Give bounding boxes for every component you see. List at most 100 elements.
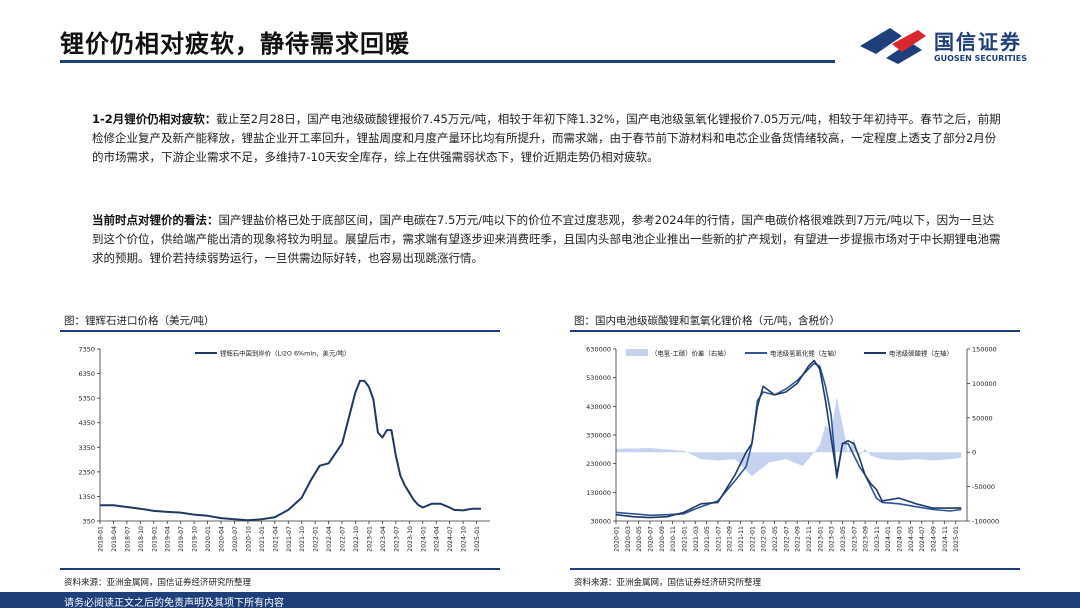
y-tick-label: 330000 (586, 432, 611, 440)
page-title: 锂价仍相对疲软，静待需求回暖 (60, 30, 410, 58)
x-tick-label: 2024-07 (919, 526, 926, 552)
x-tick-label: 2022-11 (806, 526, 813, 552)
x-tick-label: 2020-01 (614, 526, 621, 552)
x-tick-label: 2020-04 (219, 526, 226, 552)
lithium-salt-price-chart: 30000 130000 230000 330000 430000 530000 63000… (586, 346, 999, 552)
x-tick-label: 2021-11 (738, 526, 745, 552)
logo-mark-icon (860, 28, 926, 64)
x-tick-label: 2023-03 (829, 526, 836, 552)
x-tick-label: 2020-10 (245, 526, 252, 552)
x-tick-label: 2020-07 (648, 526, 655, 552)
x-tick-label: 2023-01 (817, 526, 824, 552)
x-tick-label: 2025-01 (953, 526, 960, 552)
legend-label: （电氢-工碳）价差（右轴） (651, 349, 730, 358)
y-tick-label: 530000 (586, 374, 611, 382)
x-tick-label: 2022-03 (761, 526, 768, 552)
y2-tick-label: 150000 (972, 346, 997, 354)
logo-text-cn: 国信证券 (934, 30, 1022, 54)
paragraph-outlook: 当前时点对锂价的看法：国产锂盐价格已处于底部区间，国产电碳在7.5万元/吨以下的… (92, 211, 1002, 268)
x-tick-label: 2023-04 (380, 526, 387, 552)
x-tick-label: 2019-07 (178, 526, 185, 552)
y-tick-label: 4350 (78, 419, 95, 427)
x-tick-label: 2025-01 (474, 526, 481, 552)
x-tick-label: 2020-07 (232, 526, 239, 552)
x-tick-label: 2023-11 (874, 526, 881, 552)
y-tick-label: 630000 (586, 346, 611, 354)
x-tick-label: 2018-10 (138, 526, 145, 552)
x-tick-label: 2021-01 (681, 526, 688, 552)
series-line-1 (615, 362, 962, 517)
footer-disclaimer: 请务必阅读正文之后的免责声明及其项下所有内容 (64, 598, 284, 609)
x-tick-label: 2020-11 (670, 526, 677, 552)
x-tick-label: 2023-01 (367, 526, 374, 552)
company-logo: 国信证券 GUOSEN SECURITIES (858, 24, 1038, 66)
y-tick-label: 2350 (78, 468, 95, 476)
x-tick-label: 2021-07 (715, 526, 722, 552)
x-tick-label: 2021-01 (259, 526, 266, 552)
series-area-spread (616, 397, 962, 477)
title-underline (60, 60, 835, 63)
x-tick-label: 2021-07 (286, 526, 293, 552)
paragraph-lead: 1-2月锂价仍相对疲软： (92, 112, 217, 126)
left-chart-source: 资料来源：亚洲金属网，国信证券经济研究所整理 (64, 578, 252, 588)
y2-tick-label: 100000 (972, 380, 997, 388)
y-tick-label: 5350 (78, 395, 95, 403)
x-tick-label: 2022-05 (772, 526, 779, 552)
x-tick-label: 2021-03 (693, 526, 700, 552)
y-tick-label: 30000 (590, 518, 611, 526)
paragraph-body: 国产锂盐价格已处于底部区间，国产电碳在7.5万元/吨以下的价位不宜过度悲观，参考… (92, 213, 1001, 265)
x-tick-label: 2018-01 (98, 526, 105, 552)
y2-tick-label: -50000 (972, 483, 995, 491)
y-tick-label: 430000 (586, 403, 611, 411)
y-tick-label: 6350 (78, 370, 95, 378)
y2-tick-label: 0 (972, 449, 976, 457)
right-chart-source: 资料来源：亚洲金属网，国信证券经济研究所整理 (574, 578, 762, 588)
y-tick-label: 1350 (78, 493, 95, 501)
logo-text-en: GUOSEN SECURITIES (934, 54, 1027, 63)
paragraph-body: 截止至2月28日，国产电池级碳酸锂报价7.45万元/吨，相较于年初下降1.32%… (92, 112, 1001, 164)
x-tick-label: 2021-04 (272, 526, 279, 552)
x-tick-label: 2019-10 (192, 526, 199, 552)
x-tick-label: 2024-03 (897, 526, 904, 552)
x-tick-label: 2024-01 (420, 526, 427, 552)
x-tick-label: 2024-10 (461, 526, 468, 552)
footer-bar: 请务必阅读正文之后的免责声明及其项下所有内容 (0, 592, 1080, 609)
x-tick-label: 2019-01 (151, 526, 158, 552)
x-tick-label: 2024-04 (434, 526, 441, 552)
legend-swatch-area (626, 349, 648, 356)
series-line-2 (615, 359, 962, 519)
x-tick-label: 2018-04 (111, 526, 118, 552)
x-tick-label: 2018-07 (124, 526, 131, 552)
right-chart-title: 图：国内电池级碳酸锂和氢氧化锂价格（元/吨，含税价） (574, 315, 841, 327)
legend-label: 电池级碳酸锂（左轴） (889, 349, 953, 358)
spodumene-price-chart: 350 1350 2350 3350 4350 5350 6350 7350 2018-01 20… (78, 346, 490, 552)
x-tick-label: 2020-05 (636, 526, 643, 552)
x-tick-label: 2023-07 (851, 526, 858, 552)
legend-label: 电池级氢氧化锂（左轴） (770, 349, 840, 358)
x-tick-label: 2020-03 (625, 526, 632, 552)
x-tick-label: 2022-01 (313, 526, 320, 552)
x-tick-label: 2024-09 (931, 526, 938, 552)
x-tick-label: 2022-04 (326, 526, 333, 552)
x-tick-label: 2022-09 (795, 526, 802, 552)
x-tick-label: 2023-05 (840, 526, 847, 552)
x-tick-label: 2022-07 (783, 526, 790, 552)
x-tick-label: 2021-10 (299, 526, 306, 552)
x-tick-label: 2020-09 (659, 526, 666, 552)
y-tick-label: 230000 (586, 460, 611, 468)
left-chart-bottom-rule (60, 568, 500, 570)
x-tick-label: 2023-10 (407, 526, 414, 552)
x-tick-label: 2021-05 (704, 526, 711, 552)
x-tick-label: 2021-09 (727, 526, 734, 552)
x-tick-label: 2024-05 (908, 526, 915, 552)
paragraph-lead: 当前时点对锂价的看法： (92, 213, 219, 227)
paragraph-lithium-price: 1-2月锂价仍相对疲软：截止至2月28日，国产电池级碳酸锂报价7.45万元/吨，… (92, 110, 1002, 167)
x-tick-label: 2024-11 (942, 526, 949, 552)
x-tick-label: 2024-01 (885, 526, 892, 552)
left-chart-rule (60, 330, 500, 332)
right-chart-bottom-rule (570, 568, 1020, 570)
x-tick-label: 2022-01 (749, 526, 756, 552)
x-tick-label: 2019-04 (165, 526, 172, 552)
y-tick-label: 3350 (78, 444, 95, 452)
y2-tick-label: -100000 (972, 518, 999, 526)
